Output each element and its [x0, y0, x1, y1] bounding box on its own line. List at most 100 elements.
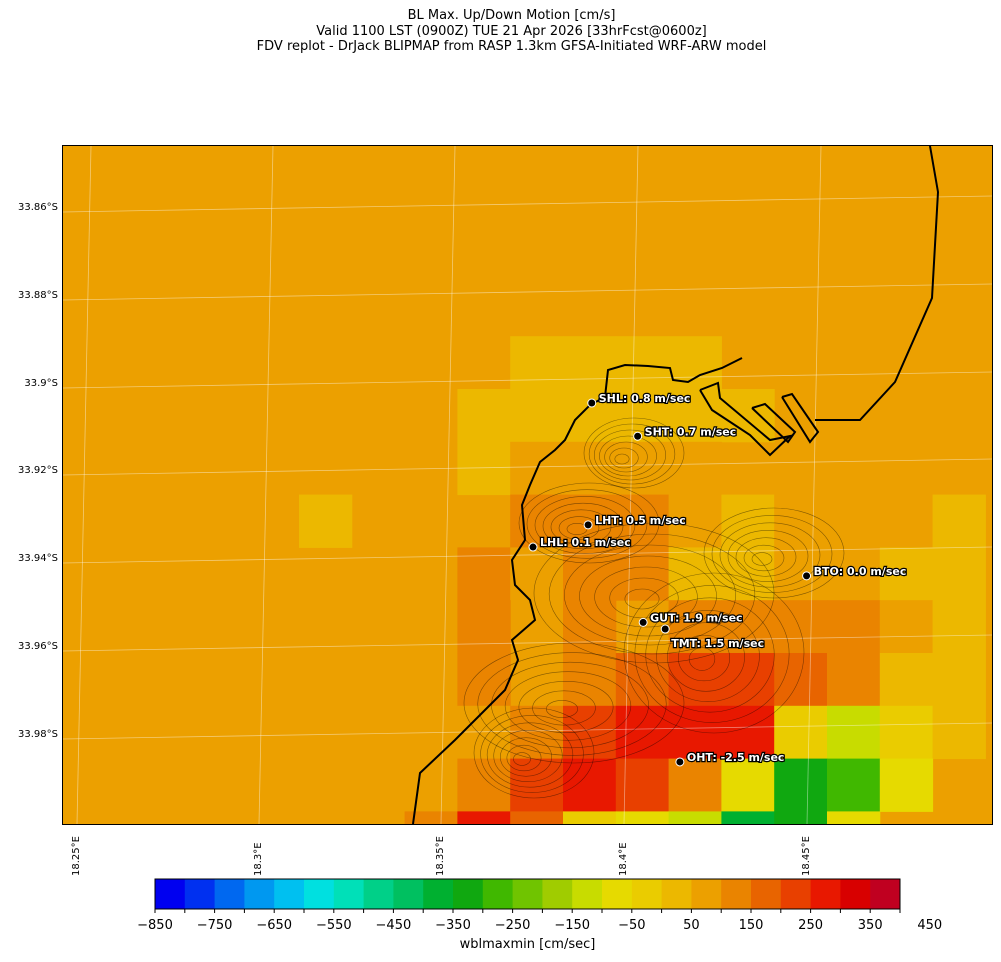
contour-line — [624, 588, 660, 610]
contour-line — [599, 435, 657, 477]
colorbar-tick-label: −50 — [618, 918, 646, 933]
lat-tick-label: 33.88°S — [18, 290, 58, 301]
station-bto[interactable]: BTO: 0.0 m/sec — [802, 564, 908, 581]
longitude-gridline — [440, 146, 456, 824]
contour-line — [491, 661, 649, 749]
field-cell — [668, 547, 722, 601]
field-cell — [774, 653, 828, 707]
colorbar-swatch — [304, 879, 335, 909]
field-cell — [879, 758, 934, 812]
contour-line — [563, 544, 737, 646]
field-cell — [563, 600, 617, 654]
station-dot — [583, 520, 593, 530]
title-line-3: FDV replot - DrJack BLIPMAP from RASP 1.… — [256, 39, 767, 54]
station-label: LHL: 0.1 m/sec — [540, 536, 631, 549]
contour-line — [504, 671, 632, 741]
contour-line — [558, 516, 600, 540]
station-gut[interactable]: GUT: 1.9 m/sec — [638, 610, 744, 627]
graticule — [63, 146, 992, 824]
field-cell — [615, 336, 670, 390]
colorbar-tick-label: 150 — [738, 918, 764, 933]
colorbar — [154, 878, 901, 913]
colorbar-tick-label: −450 — [375, 918, 412, 933]
map-frame — [62, 145, 993, 825]
colorbar-tick-label: −750 — [196, 918, 233, 933]
colorbar-swatch — [274, 879, 305, 909]
field-cell — [827, 600, 881, 654]
field-cell — [932, 705, 986, 760]
colorbar-swatch — [244, 879, 275, 909]
field-cell — [827, 547, 881, 601]
field-cell — [457, 653, 511, 707]
colorbar-tick-label: −350 — [435, 918, 471, 933]
colorbar-swatch — [393, 879, 424, 909]
field-cell — [721, 494, 775, 548]
field-cell — [615, 758, 670, 812]
lon-tick-label: 18.3°E — [253, 842, 264, 876]
contour-line — [751, 552, 773, 566]
harbour-pier — [781, 392, 820, 444]
colorbar-swatch — [631, 879, 663, 909]
field-cell — [457, 758, 511, 812]
station-tmt[interactable]: TMT: 1.5 m/sec — [660, 624, 765, 651]
contour-line — [526, 489, 648, 559]
field-cell — [510, 547, 564, 601]
lat-tick-label: 33.86°S — [18, 202, 58, 213]
contour-line — [548, 533, 756, 655]
field-cell — [615, 494, 670, 548]
field-cell — [457, 547, 511, 601]
station-label: TMT: 1.5 m/sec — [671, 637, 764, 650]
contour-line — [550, 509, 612, 545]
colorbar-swatch — [482, 879, 514, 909]
station-lhl[interactable]: LHL: 0.1 m/sec — [528, 535, 632, 552]
contour-line — [588, 423, 676, 485]
field-cell — [827, 705, 881, 760]
contour-line — [634, 585, 790, 723]
field-cell — [932, 494, 986, 548]
lon-tick-label: 18.25°E — [71, 836, 82, 876]
field-cell — [668, 758, 722, 812]
field-cell — [879, 705, 934, 760]
station-markers: SHL: 0.8 m/sec SHT: 0.7 m/sec LHT: 0.5 m/s… — [528, 391, 908, 767]
field-cell — [932, 653, 986, 707]
station-oht[interactable]: OHT: -2.5 m/sec — [675, 750, 786, 767]
contour-line — [473, 707, 595, 799]
station-dot — [528, 542, 538, 552]
lon-tick-label: 18.45°E — [801, 836, 812, 876]
contour-line — [513, 752, 531, 766]
field-cell — [563, 811, 617, 824]
colorbar-swatch — [691, 879, 722, 909]
field-cell — [721, 547, 775, 601]
colorbar-swatch — [721, 879, 752, 909]
field-cell — [827, 811, 881, 824]
station-dot — [675, 757, 685, 767]
latitude-gridline — [63, 458, 992, 476]
lat-tick-label: 33.98°S — [18, 729, 58, 740]
contour-line — [623, 572, 805, 734]
colorbar-swatch — [751, 879, 782, 909]
field-cell — [668, 389, 722, 443]
contour-line — [542, 502, 624, 550]
station-lht[interactable]: LHT: 0.5 m/sec — [583, 513, 687, 530]
field-cell — [563, 705, 617, 760]
field-cell — [879, 600, 934, 654]
contour-line — [743, 544, 785, 572]
colorbar-swatch — [870, 879, 901, 909]
contour-line — [480, 715, 584, 793]
colorbar-swatch — [572, 879, 603, 909]
field-cell — [615, 547, 670, 601]
latitude-gridline — [63, 283, 992, 301]
field-cell — [879, 653, 934, 707]
station-dot — [660, 624, 670, 634]
contour-line — [645, 597, 775, 713]
field-cell — [563, 547, 617, 601]
field-cell — [774, 705, 828, 760]
station-shl[interactable]: SHL: 0.8 m/sec — [587, 391, 692, 408]
field-cell — [563, 758, 617, 812]
latitude-gridline — [63, 371, 992, 389]
station-sht[interactable]: SHT: 0.7 m/sec — [633, 424, 737, 441]
colorbar-tick-label: 350 — [857, 918, 883, 933]
lat-tick-label: 33.96°S — [18, 641, 58, 652]
contour-line — [463, 642, 685, 764]
